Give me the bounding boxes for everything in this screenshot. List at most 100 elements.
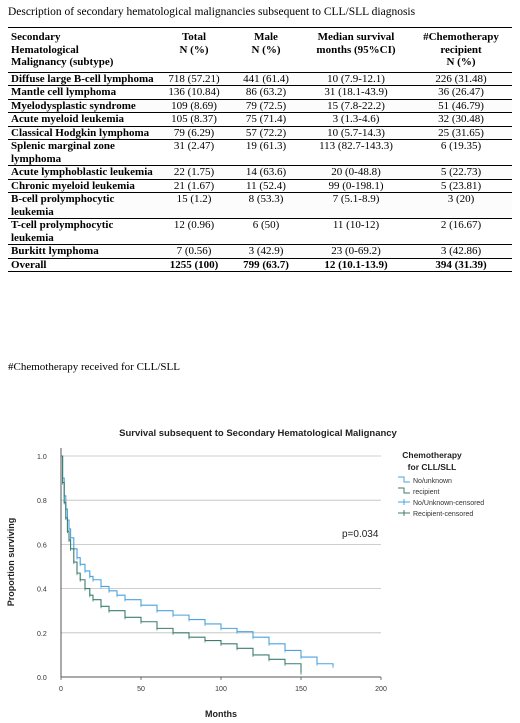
table-row: T-cell prolymphocytic leukemia 12 (0.96) 6… [8, 218, 512, 245]
header-line: months (95%CI) [316, 43, 396, 56]
total-cell: 79 (6.29) [158, 126, 230, 140]
total-cell: 105 (8.37) [158, 112, 230, 127]
legend-label: recipient [413, 489, 440, 496]
legend-subtitle: for CLL/SLL [408, 462, 457, 472]
header-line: Hematological [11, 43, 79, 56]
table-row: Diffuse large B-cell lymphoma 718 (57.21)… [8, 72, 512, 86]
legend-item: No/Unknown-censored [398, 499, 484, 507]
header-line: Secondary [11, 31, 61, 43]
chemo-recipient-cell: 32 (30.48) [410, 112, 512, 127]
total-row: Overall 1255 (100) 799 (63.7) 12 (10.1-13.9… [8, 258, 512, 272]
header-line: Malignancy (subtype) [11, 56, 114, 68]
y-tick-label: 0.4 [37, 587, 47, 594]
male-cell: 799 (63.7) [230, 258, 302, 272]
total-cell: 1255 (100) [158, 258, 230, 272]
survival-curves [61, 455, 334, 675]
total-cell: 718 (57.21) [158, 72, 230, 86]
median-survival-cell: 11 (10-12) [302, 218, 410, 245]
subtype-cell: Diffuse large B-cell lymphoma [8, 72, 158, 86]
y-axis-ticks: 0.0 0.2 0.4 0.6 0.8 1.0 [37, 454, 47, 682]
legend-item: Recipient-censored [398, 510, 473, 518]
legend-swatch [398, 476, 410, 483]
total-cell: 21 (1.67) [158, 179, 230, 193]
p-value-annotation: p=0.034 [342, 529, 379, 540]
table-row: Burkitt lymphoma 7 (0.56) 3 (42.9) 23 (0-69… [8, 244, 512, 259]
median-survival-cell: 10 (7.9-12.1) [302, 72, 410, 86]
subtype-cell: Acute lymphoblastic leukemia [8, 165, 158, 180]
median-survival-cell: 12 (10.1-13.9) [302, 258, 410, 272]
legend-swatch [398, 487, 410, 494]
x-tick-label: 150 [295, 686, 307, 693]
table-row: Acute myeloid leukemia 105 (8.37) 75 (71.4… [8, 112, 512, 127]
table-row: Mantle cell lymphoma 136 (10.84) 86 (63.2)… [8, 85, 512, 100]
subtype-cell: Chronic myeloid leukemia [8, 179, 158, 193]
header-line: N (%) [446, 56, 476, 68]
male-cell: 6 (50) [230, 218, 302, 245]
median-survival-cell: 99 (0-198.1) [302, 179, 410, 193]
median-survival-cell: 20 (0-48.8) [302, 165, 410, 180]
median-survival-cell: 15 (7.8-22.2) [302, 99, 410, 113]
table-header-row: Secondary Hematological Malignancy (subt… [8, 27, 512, 73]
header-total: Total N (%) [158, 27, 230, 73]
x-tick-label: 50 [137, 686, 145, 693]
subtype-cell: T-cell prolymphocytic leukemia [8, 218, 158, 245]
table-row: Chronic myeloid leukemia 21 (1.67) 11 (52.… [8, 179, 512, 193]
chemo-recipient-cell: 5 (23.81) [410, 179, 512, 193]
survival-curve-recipient [61, 455, 302, 673]
header-male: Male N (%) [230, 27, 302, 73]
chemo-recipient-cell: 2 (16.67) [410, 218, 512, 245]
survival-curve-no-unknown [61, 455, 334, 666]
y-tick-label: 0.6 [37, 542, 47, 549]
total-cell: 109 (8.69) [158, 99, 230, 113]
header-line: #Chemotherapy [423, 31, 499, 43]
total-cell: 31 (2.47) [158, 139, 230, 166]
total-cell: 15 (1.2) [158, 192, 230, 219]
subtype-cell: Acute myeloid leukemia [8, 112, 158, 127]
x-tick-label: 100 [215, 686, 227, 693]
table-footnote: #Chemotherapy received for CLL/SLL [8, 361, 180, 373]
y-tick-label: 0.2 [37, 631, 47, 638]
malignancy-table: Secondary Hematological Malignancy (subt… [8, 27, 512, 272]
survival-chart: Survival subsequent to Secondary Hematol… [6, 428, 484, 719]
median-survival-cell: 10 (5.7-14.3) [302, 126, 410, 140]
header-line: Male [254, 31, 278, 43]
chemo-recipient-cell: 3 (20) [410, 192, 512, 219]
chemo-recipient-cell: 51 (46.79) [410, 99, 512, 113]
legend-label: Recipient-censored [413, 511, 473, 518]
table-row: B-cell prolymphocytic leukemia 15 (1.2) 8 … [8, 192, 512, 219]
y-tick-label: 1.0 [37, 454, 47, 461]
median-survival-cell: 7 (5.1-8.9) [302, 192, 410, 219]
male-cell: 86 (63.2) [230, 85, 302, 100]
median-survival-cell: 3 (1.3-4.6) [302, 112, 410, 127]
legend-item: recipient [398, 487, 440, 496]
x-tick-label: 200 [375, 686, 387, 693]
chemo-recipient-cell: 3 (42.86) [410, 244, 512, 259]
total-cell: 12 (0.96) [158, 218, 230, 245]
x-axis-label: Months [205, 709, 237, 719]
subtype-cell: Classical Hodgkin lymphoma [8, 126, 158, 140]
male-cell: 8 (53.3) [230, 192, 302, 219]
male-cell: 441 (61.4) [230, 72, 302, 86]
table-row: Acute lymphoblastic leukemia 22 (1.75) 14 … [8, 165, 512, 180]
table-row: Splenic marginal zone lymphoma 31 (2.47) 1… [8, 139, 512, 166]
legend-label: No/Unknown-censored [413, 500, 484, 507]
header-chemo-recipient: #Chemotherapy recipient N (%) [410, 27, 512, 73]
total-cell: 22 (1.75) [158, 165, 230, 180]
male-cell: 11 (52.4) [230, 179, 302, 193]
subtype-cell: Mantle cell lymphoma [8, 85, 158, 100]
y-tick-label: 0.8 [37, 498, 47, 505]
header-line: recipient [440, 43, 482, 56]
header-subtype: Secondary Hematological Malignancy (subt… [8, 27, 158, 73]
chemo-recipient-cell: 25 (31.65) [410, 126, 512, 140]
median-survival-cell: 23 (0-69.2) [302, 244, 410, 259]
legend-title: Chemotherapy [402, 450, 462, 460]
x-tick-label: 0 [59, 686, 63, 693]
chemo-recipient-cell: 226 (31.48) [410, 72, 512, 86]
median-survival-cell: 113 (82.7-143.3) [302, 139, 410, 166]
header-line: Median survival [317, 31, 395, 43]
male-cell: 3 (42.9) [230, 244, 302, 259]
table-caption: Description of secondary hematological m… [8, 6, 416, 18]
x-axis-ticks: 0 50 100 150 200 [59, 677, 387, 693]
total-cell: 136 (10.84) [158, 85, 230, 100]
subtype-cell: Overall [8, 258, 158, 272]
